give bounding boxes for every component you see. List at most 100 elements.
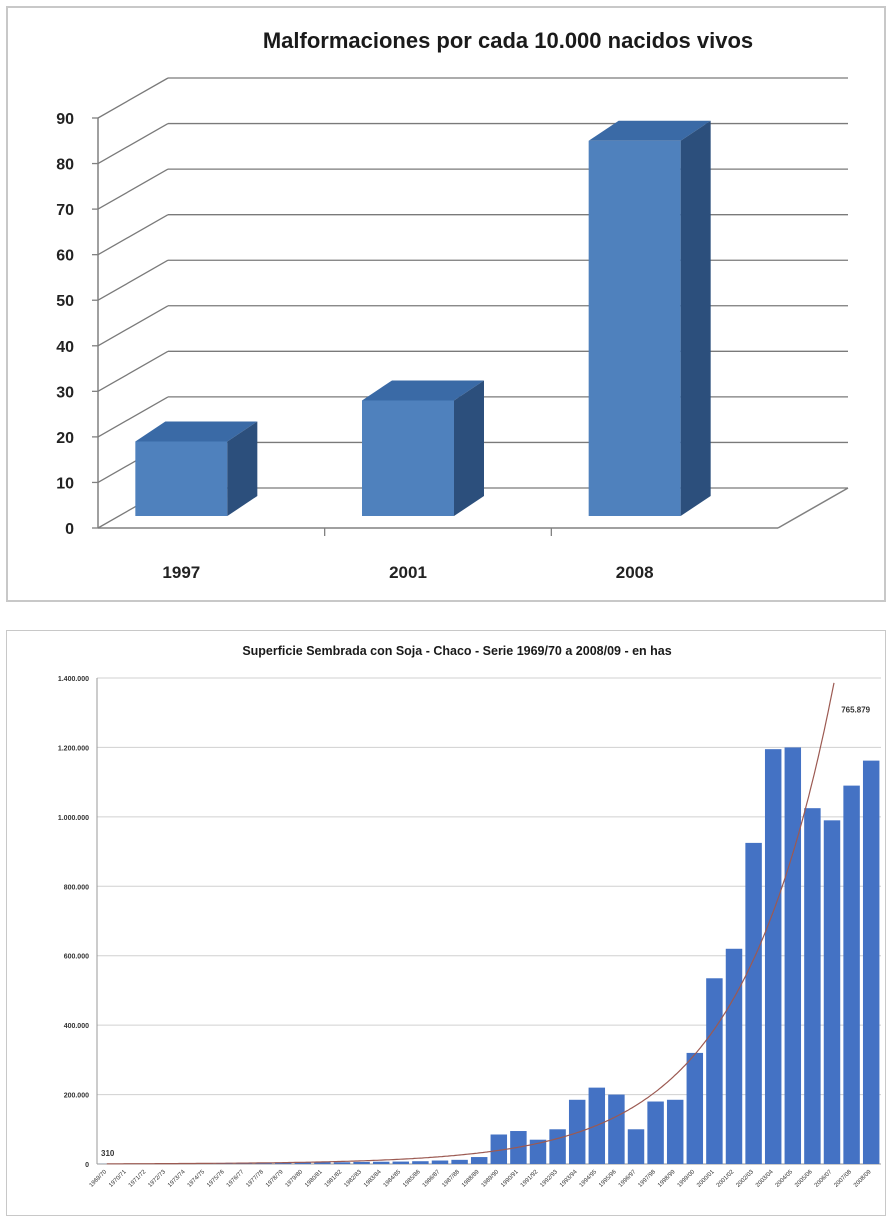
- bar: [490, 1134, 508, 1164]
- y-tick-label: 0: [65, 521, 74, 538]
- x-tick-label: 1988/89: [461, 1169, 481, 1189]
- gridline-depth: [97, 77, 169, 119]
- x-tick-label: 2004/05: [775, 1169, 795, 1189]
- x-tick-label: 1976/77: [226, 1169, 246, 1189]
- x-tick-label: 2001/02: [716, 1169, 736, 1189]
- last-data-label: 765.879: [841, 706, 870, 715]
- chart-title: Malformaciones por cada 10.000 nacidos v…: [263, 28, 753, 53]
- x-tick-label: 1983/84: [363, 1169, 383, 1189]
- gridline-depth: [97, 168, 169, 210]
- bar: [353, 1161, 370, 1164]
- bar: [392, 1161, 410, 1164]
- bar: [843, 785, 860, 1164]
- y-tick-label: 400.000: [64, 1023, 89, 1030]
- x-tick-label: 2008/09: [853, 1169, 873, 1189]
- x-tick-label: 1995/96: [598, 1169, 618, 1189]
- y-tick-label: 1.000.000: [58, 815, 89, 822]
- y-tick-label: 600.000: [64, 954, 89, 961]
- y-tick-label: 10: [56, 475, 74, 492]
- malformations-chart: Malformaciones por cada 10.000 nacidos v…: [56, 28, 849, 582]
- y-tick-label: 80: [56, 157, 74, 174]
- y-tick-label: 20: [56, 430, 74, 447]
- bar: [725, 948, 743, 1164]
- x-tick-label: 2003/04: [755, 1169, 775, 1189]
- bar: [784, 747, 802, 1164]
- y-tick-label: 60: [56, 248, 74, 265]
- bar: [372, 1161, 390, 1164]
- bar: [647, 1101, 664, 1164]
- x-tick-label: 2008: [616, 563, 654, 582]
- x-tick-label: 1989/90: [481, 1169, 501, 1189]
- x-tick-label: 1985/86: [402, 1169, 422, 1189]
- y-tick-label: 800.000: [64, 884, 89, 891]
- bar: [862, 760, 880, 1164]
- x-tick-label: 1973/74: [167, 1169, 187, 1189]
- floor-edge: [777, 487, 849, 529]
- y-tick-label: 50: [56, 293, 74, 310]
- bar: [627, 1129, 645, 1164]
- x-tick-label: 1974/75: [187, 1169, 207, 1189]
- bar-side: [454, 380, 484, 516]
- x-tick-label: 2000/01: [696, 1169, 716, 1189]
- bar: [608, 1094, 625, 1164]
- x-tick-label: 1997/98: [637, 1169, 657, 1189]
- bar-side: [680, 120, 711, 517]
- x-tick-label: 2002/03: [735, 1169, 755, 1189]
- bar: [362, 380, 484, 516]
- bar: [764, 749, 782, 1164]
- x-tick-label: 1969/70: [89, 1169, 109, 1189]
- bar: [412, 1161, 429, 1164]
- bar: [804, 808, 821, 1164]
- x-tick-label: 1992/93: [539, 1169, 559, 1189]
- x-tick-label: 1998/99: [657, 1169, 677, 1189]
- x-tick-label: 1999/00: [677, 1169, 697, 1189]
- bar-side: [227, 421, 258, 516]
- x-tick-label: 1994/95: [579, 1169, 599, 1189]
- y-tick-label: 30: [56, 384, 74, 401]
- bar: [333, 1162, 351, 1164]
- x-tick-label: 1970/71: [108, 1169, 128, 1189]
- bar: [431, 1160, 449, 1164]
- gridline-depth: [97, 122, 169, 165]
- x-tick-label: 1991/92: [520, 1169, 540, 1189]
- x-tick-label: 1979/80: [285, 1169, 305, 1189]
- bar-top: [588, 120, 711, 141]
- bar: [745, 842, 762, 1164]
- first-data-label: 310: [101, 1149, 115, 1158]
- x-tick-label: 1984/85: [383, 1169, 403, 1189]
- bar: [135, 421, 258, 516]
- bar: [294, 1162, 312, 1164]
- y-tick-label: 90: [56, 111, 74, 128]
- x-tick-label: 1990/91: [500, 1169, 520, 1189]
- bar: [529, 1139, 547, 1164]
- x-tick-label: 1977/78: [245, 1169, 265, 1189]
- bar: [314, 1162, 331, 1164]
- bar-top: [135, 421, 258, 442]
- bar: [451, 1159, 468, 1164]
- x-tick-label: 1996/97: [618, 1169, 638, 1189]
- trendline: [106, 682, 835, 1165]
- bar-top: [362, 380, 484, 401]
- y-tick-label: 1.400.000: [58, 676, 89, 683]
- x-tick-label: 1980/81: [304, 1169, 324, 1189]
- y-tick-label: 40: [56, 339, 74, 356]
- bar: [549, 1129, 566, 1164]
- bar-front: [588, 140, 681, 516]
- x-tick-label: 2006/07: [814, 1169, 834, 1189]
- x-tick-label: 2001: [389, 563, 427, 582]
- x-tick-label: 1971/72: [128, 1169, 148, 1189]
- y-tick-label: 70: [56, 202, 74, 219]
- bar: [666, 1099, 684, 1164]
- y-tick-label: 200.000: [64, 1093, 89, 1100]
- bar: [823, 820, 841, 1164]
- gridline-depth: [97, 214, 169, 256]
- x-tick-label: 1993/94: [559, 1169, 579, 1189]
- soy-area-chart: Superficie Sembrada con Soja - Chaco - S…: [58, 644, 881, 1189]
- x-tick-label: 1978/79: [265, 1169, 285, 1189]
- y-tick-label: 1.200.000: [58, 745, 89, 752]
- gridline-depth: [97, 396, 169, 438]
- bar: [274, 1162, 292, 1164]
- x-tick-label: 1986/87: [422, 1169, 442, 1189]
- x-tick-label: 1997: [162, 563, 200, 582]
- x-tick-label: 1981/82: [324, 1169, 344, 1189]
